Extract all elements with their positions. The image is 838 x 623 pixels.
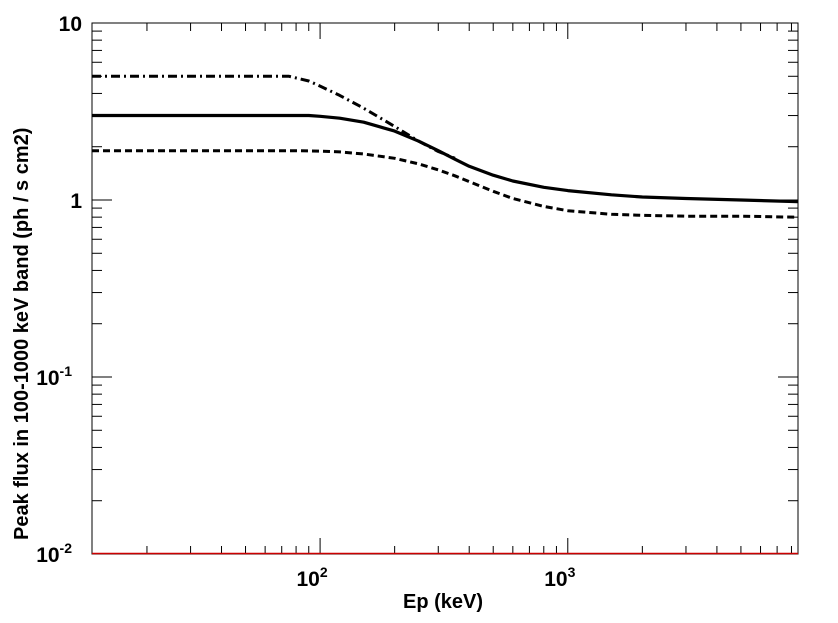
y-tick-label: 10-1 <box>36 363 72 390</box>
y-tick-label-base: 10 <box>36 544 59 567</box>
y-tick-label: 1 <box>70 190 82 213</box>
series-line-dashed <box>92 149 799 219</box>
x-tick-label-base: 10 <box>544 568 567 591</box>
x-tick-label: 102 <box>297 564 328 591</box>
series-line-solid <box>92 113 799 204</box>
y-axis-title: Peak flux in 100-1000 keV band (ph / s c… <box>11 128 33 540</box>
y-tick-label: 10-2 <box>36 540 72 567</box>
x-tick-label-exponent: 3 <box>568 564 576 580</box>
plot-frame <box>91 22 799 555</box>
y-tick-label-base: 1 <box>70 190 82 213</box>
x-tick-label: 103 <box>544 564 575 591</box>
y-tick-label-exponent: -1 <box>60 363 73 379</box>
y-tick-label-base: 10 <box>36 367 59 390</box>
x-axis-title: Ep (keV) <box>403 591 483 613</box>
x-tick-label-base: 10 <box>297 568 320 591</box>
x-tick-labels: 102 103 <box>297 564 576 591</box>
y-tick-label-exponent: -2 <box>60 540 73 556</box>
series-layer <box>92 74 799 219</box>
y-tick-label: 10 <box>59 13 82 36</box>
series-line-dashdot <box>92 74 456 160</box>
axis-ticks <box>92 22 798 555</box>
y-tick-label-base: 10 <box>59 13 82 36</box>
x-tick-label-exponent: 2 <box>320 564 328 580</box>
